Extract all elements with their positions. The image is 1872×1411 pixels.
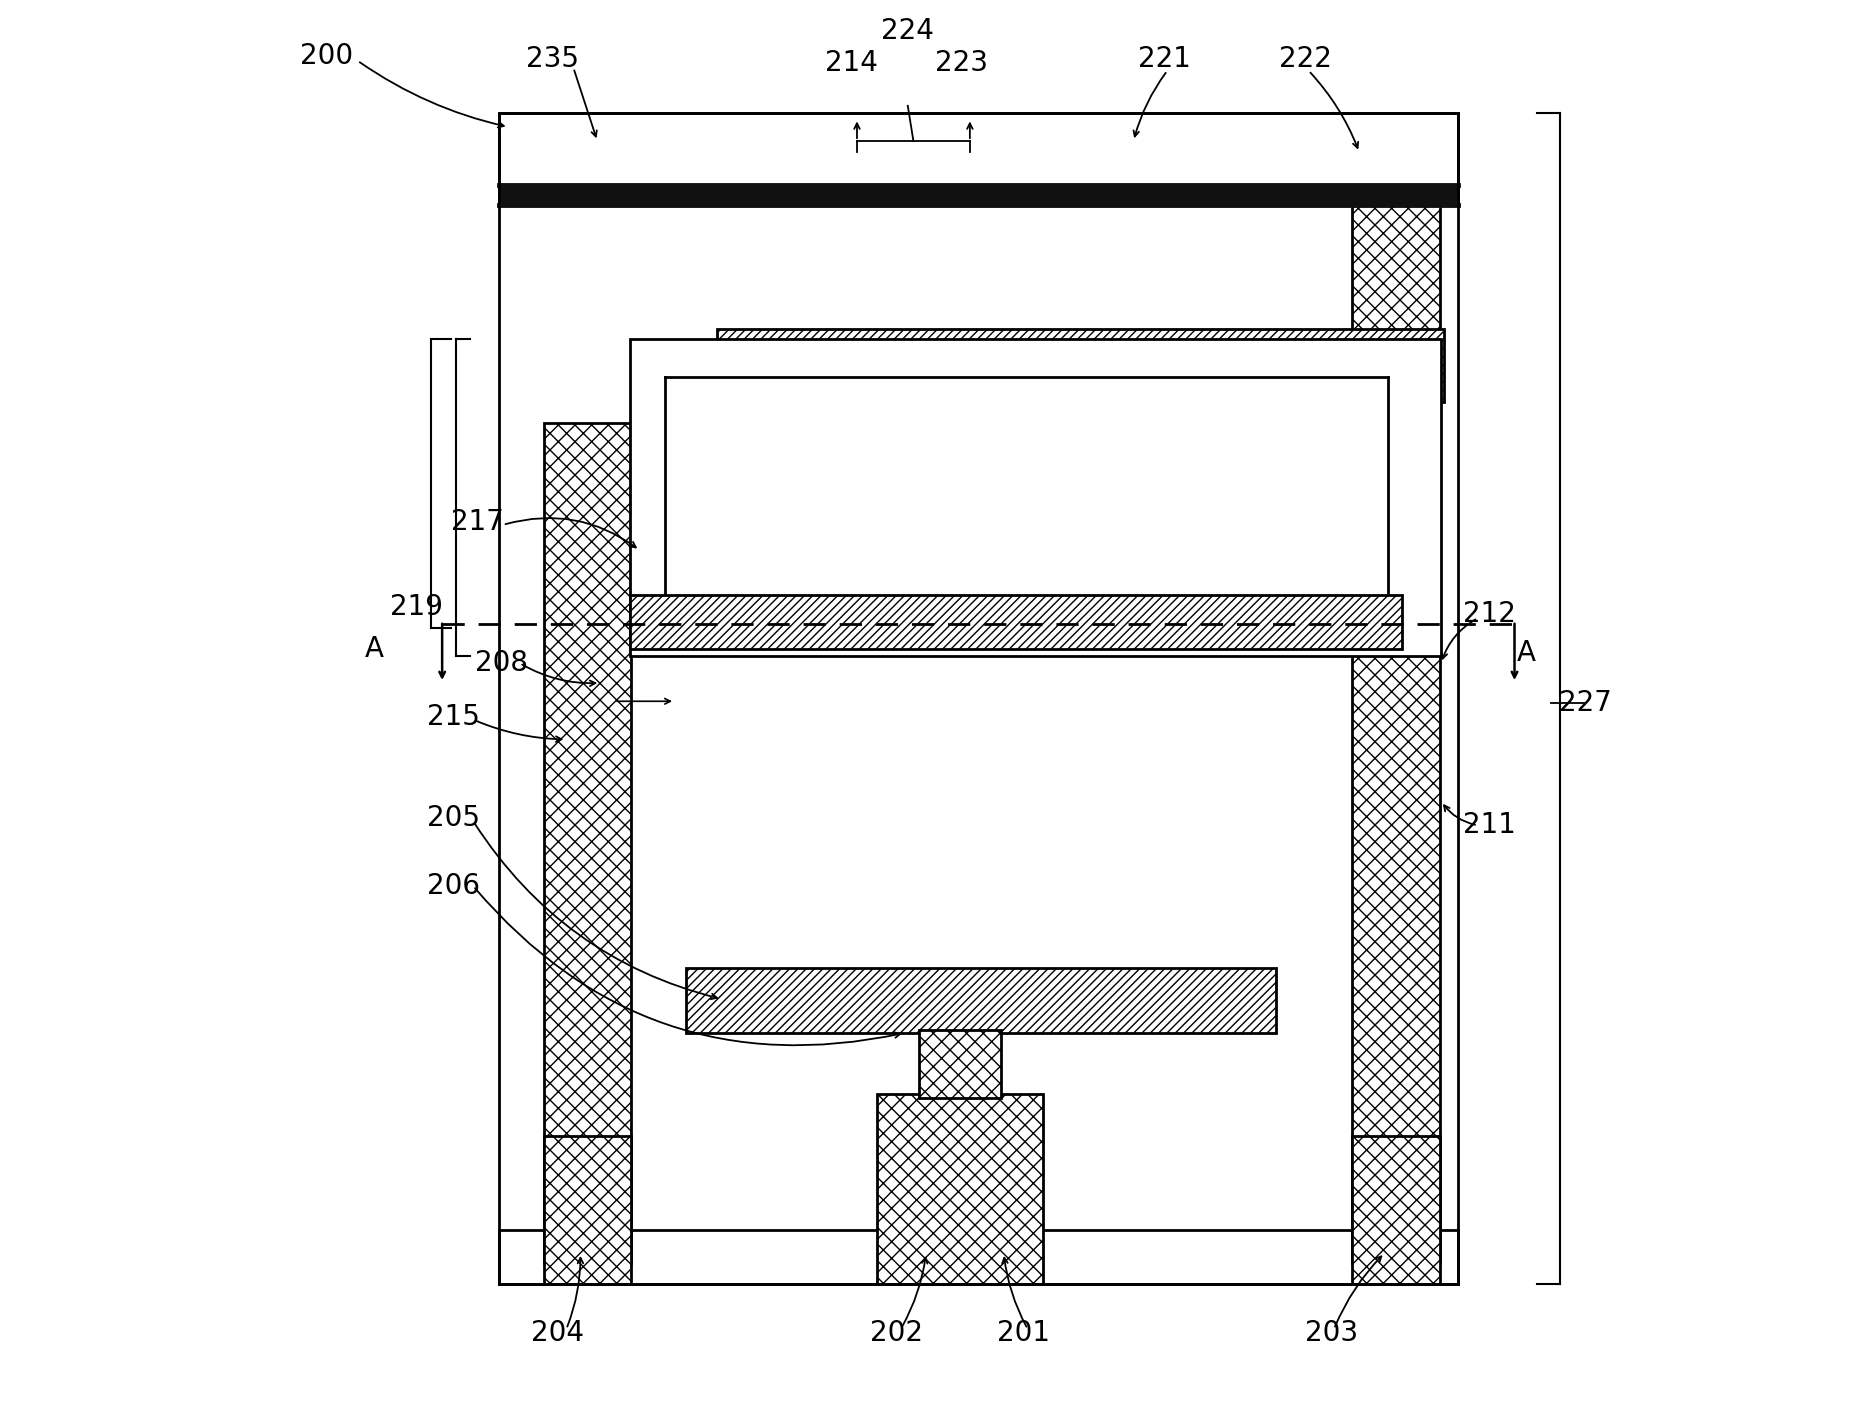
- Bar: [543, 423, 631, 1263]
- Bar: [498, 113, 1458, 205]
- Bar: [498, 113, 1458, 1284]
- Bar: [498, 185, 1458, 205]
- Bar: [629, 339, 1441, 656]
- Text: 223: 223: [934, 49, 988, 78]
- Bar: [665, 377, 1387, 624]
- Text: 204: 204: [532, 1319, 584, 1348]
- Text: A: A: [1516, 639, 1535, 667]
- Text: 219: 219: [389, 593, 444, 621]
- Bar: [687, 968, 1277, 1033]
- Text: 205: 205: [427, 804, 479, 832]
- Text: 214: 214: [826, 49, 878, 78]
- Text: 217: 217: [451, 508, 504, 536]
- Text: 208: 208: [475, 649, 528, 677]
- Text: 222: 222: [1279, 45, 1333, 73]
- Bar: [919, 1030, 1002, 1098]
- Text: 221: 221: [1138, 45, 1191, 73]
- Text: 224: 224: [882, 17, 934, 45]
- Bar: [876, 1094, 1043, 1284]
- Bar: [629, 595, 1402, 649]
- Text: 227: 227: [1559, 689, 1612, 717]
- Text: 206: 206: [427, 872, 479, 900]
- Text: 235: 235: [526, 45, 578, 73]
- Bar: [543, 1136, 631, 1284]
- Bar: [717, 329, 1443, 402]
- Text: 200: 200: [300, 42, 354, 71]
- Text: 211: 211: [1462, 811, 1516, 840]
- Text: 203: 203: [1305, 1319, 1357, 1348]
- Text: 201: 201: [998, 1319, 1050, 1348]
- Text: A: A: [365, 635, 384, 663]
- Bar: [1352, 1136, 1440, 1284]
- Text: 212: 212: [1462, 600, 1516, 628]
- Bar: [498, 1230, 1458, 1284]
- Text: 202: 202: [870, 1319, 923, 1348]
- Text: 215: 215: [427, 703, 479, 731]
- Bar: [1352, 190, 1440, 1263]
